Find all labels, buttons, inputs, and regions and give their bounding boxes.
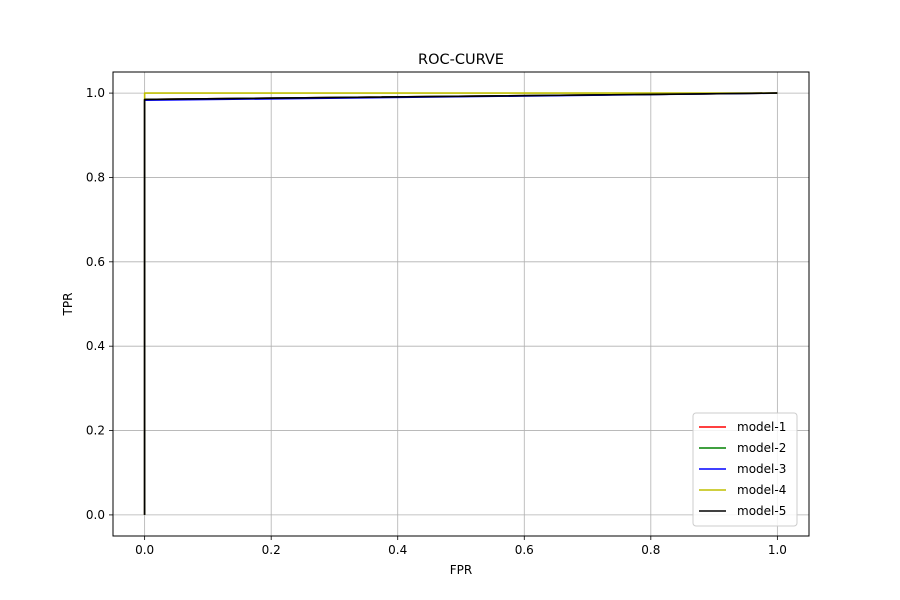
plot-frame xyxy=(112,71,810,537)
y-tick-label: 0.8 xyxy=(86,170,105,184)
y-tick-label: 0.4 xyxy=(86,339,105,353)
series-line-model-4 xyxy=(143,92,778,515)
legend: model-1 model-2 model-3 model-4 model-5 xyxy=(692,412,798,527)
legend-label: model-4 xyxy=(737,483,786,497)
x-tick-label: 0.2 xyxy=(262,543,281,557)
x-tick-label: 0.8 xyxy=(641,543,660,557)
series-line-model-1 xyxy=(143,92,778,515)
ticks: 0.0 0.2 0.4 0.6 0.8 1.0 0.0 0.2 0.4 0.6 0.8 1.0 xyxy=(86,86,787,557)
y-axis-label: TPR xyxy=(61,293,75,317)
legend-label: model-3 xyxy=(737,462,786,476)
series-line-model-5 xyxy=(143,92,778,515)
x-tick-label: 0.4 xyxy=(388,543,407,557)
legend-box xyxy=(692,412,798,527)
x-axis-label: FPR xyxy=(450,563,472,577)
legend-label: model-5 xyxy=(737,504,786,518)
y-tick-label: 0.6 xyxy=(86,255,105,269)
y-tick-label: 1.0 xyxy=(86,86,105,100)
legend-label: model-1 xyxy=(737,420,786,434)
chart-title: ROC-CURVE xyxy=(418,52,504,68)
legend-label: model-2 xyxy=(737,441,786,455)
y-tick-label: 0.0 xyxy=(86,508,105,522)
series-line-model-3 xyxy=(143,92,778,515)
x-tick-label: 0.0 xyxy=(135,543,154,557)
series-line-model-2 xyxy=(143,92,778,515)
x-tick-label: 0.6 xyxy=(515,543,534,557)
series-lines xyxy=(143,92,778,515)
x-tick-label: 1.0 xyxy=(768,543,787,557)
y-tick-label: 0.2 xyxy=(86,424,105,438)
